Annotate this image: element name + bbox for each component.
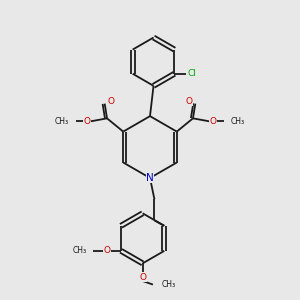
Text: CH₃: CH₃	[161, 280, 175, 289]
Text: O: O	[185, 97, 192, 106]
Text: N: N	[146, 173, 154, 183]
Text: CH₃: CH₃	[73, 246, 87, 255]
Text: CH₃: CH₃	[231, 117, 245, 126]
Text: O: O	[139, 273, 146, 282]
Text: O: O	[108, 97, 115, 106]
Text: O: O	[209, 117, 216, 126]
Text: O: O	[84, 117, 91, 126]
Text: CH₃: CH₃	[55, 117, 69, 126]
Text: Cl: Cl	[188, 69, 197, 78]
Text: O: O	[103, 246, 111, 255]
